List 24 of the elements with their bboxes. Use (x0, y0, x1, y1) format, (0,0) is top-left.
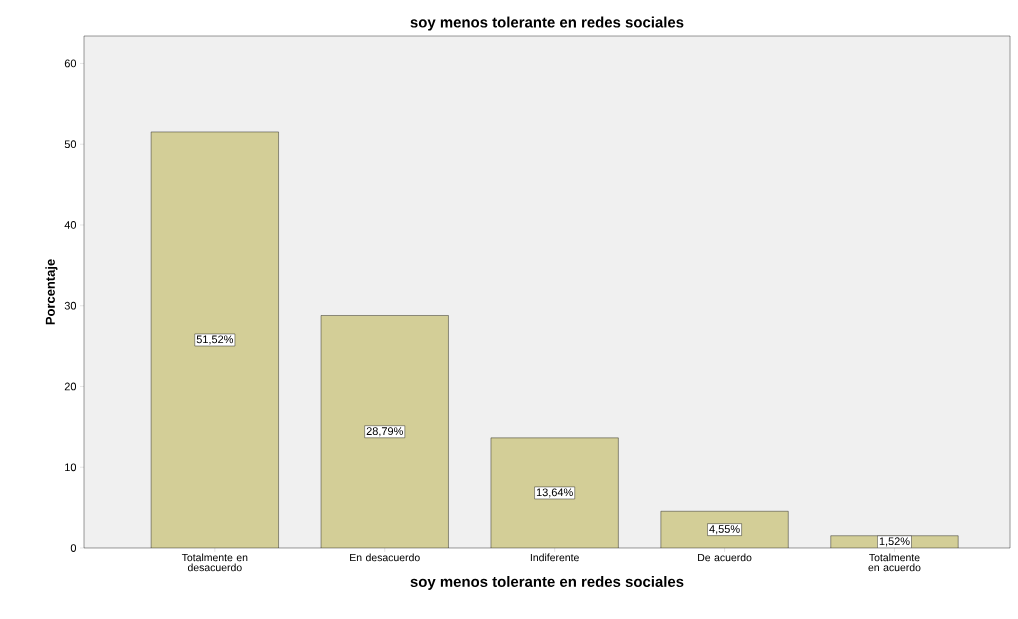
chart-title: soy menos tolerante en redes sociales (410, 16, 684, 31)
x-tick-label: En desacuerdo (350, 553, 420, 562)
y-tick-label: 0 (70, 544, 77, 552)
y-tick-label: 30 (64, 301, 77, 310)
y-tick-label: 20 (64, 382, 77, 391)
bar (320, 315, 449, 548)
data-label: 51,52% (196, 335, 234, 345)
y-tick-label: 50 (64, 140, 77, 149)
y-tick-label: 60 (64, 59, 77, 68)
y-tick-label: 40 (64, 221, 77, 229)
data-label: 28,79% (366, 427, 403, 437)
y-axis-title: Porcentaje (45, 259, 58, 325)
x-tick-label: Indiferente (530, 553, 579, 562)
data-label: 1,52% (879, 537, 910, 547)
x-axis-title: soy menos tolerante en redes sociales (410, 576, 684, 590)
bar (151, 131, 279, 548)
data-label: 4,55% (709, 525, 740, 535)
x-tick-label: Totalmente en desacuerdo (181, 553, 248, 572)
y-tick-label: 10 (65, 463, 77, 472)
bar (660, 511, 789, 548)
x-tick-label: De acuerdo (698, 553, 752, 562)
bar (490, 437, 619, 548)
data-label: 13,64% (536, 488, 573, 498)
x-tick-label: Totalmente en acuerdo (868, 553, 921, 572)
